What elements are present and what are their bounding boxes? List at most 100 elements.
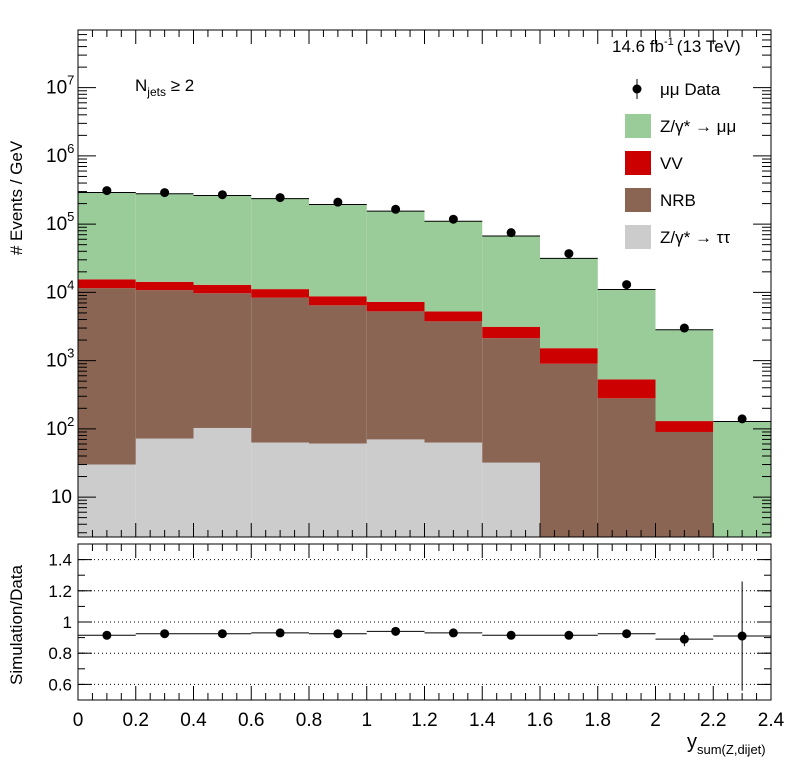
legend-label-0: Z/γ* → ττ — [660, 228, 730, 247]
bar-series1-bin6 — [424, 321, 483, 443]
bar-series2-bin2 — [193, 284, 252, 294]
y-tick-label-6: 107 — [46, 73, 74, 99]
ratio-point-8 — [564, 630, 574, 640]
x-tick-label-7: 1.4 — [469, 710, 496, 731]
y-tick-label-base: 10 — [46, 419, 67, 440]
y-tick-label-exp: 3 — [67, 346, 74, 361]
ratio-y-tick-label-1: 0.8 — [48, 644, 72, 663]
lumi-label: 14.6 fb-1 (13 TeV) — [612, 36, 741, 56]
x-tick-label-5: 1 — [361, 710, 372, 731]
bar-series0-bin3 — [251, 442, 309, 537]
x-tick-label-4: 0.8 — [296, 710, 322, 731]
legend-label-3: Z/γ* → μμ — [660, 117, 736, 136]
ratio-y-tick-label-4: 1.4 — [48, 551, 72, 570]
y-tick-label-4: 105 — [46, 209, 74, 235]
data-point-9 — [622, 280, 632, 290]
y-tick-label-base: 10 — [51, 487, 72, 508]
y-tick-label-base: 10 — [46, 282, 67, 303]
ratio-point-2 — [217, 629, 227, 639]
bar-series2-bin9 — [597, 379, 656, 399]
bar-series3-bin11 — [713, 421, 771, 537]
bar-series3-bin6 — [424, 221, 483, 312]
x-tick-label-8: 1.6 — [527, 710, 553, 731]
ratio-axes-box — [77, 543, 772, 701]
legend-label-data: μμ Data — [660, 80, 721, 99]
legend-label-2: VV — [660, 154, 683, 173]
y-tick-label-0: 10 — [51, 487, 72, 508]
bar-series3-bin0 — [78, 192, 136, 280]
ratio-point-11 — [737, 631, 747, 641]
data-point-8 — [564, 249, 574, 259]
bar-series0-bin7 — [482, 462, 540, 537]
bar-series0-bin6 — [424, 442, 483, 537]
selection-label: Njets ≥ 2 — [135, 76, 194, 99]
x-tick-label-12: 2.4 — [758, 710, 785, 731]
bar-series2-bin5 — [366, 301, 425, 312]
data-point-11 — [737, 414, 747, 424]
bar-series3-bin1 — [135, 193, 194, 282]
legend-label-1: NRB — [660, 191, 696, 210]
legend: μμ Data Z/γ* → μμ VV NRB Z/γ* → ττ — [625, 79, 736, 249]
y-tick-label-exp: 2 — [67, 414, 74, 429]
bar-series1-bin9 — [597, 398, 656, 537]
bar-series0-bin5 — [366, 439, 425, 537]
bar-series2-bin3 — [251, 289, 309, 298]
y-tick-label-exp: 5 — [67, 209, 74, 224]
y-tick-label-3: 104 — [46, 277, 74, 303]
bar-series1-bin3 — [251, 297, 309, 443]
bar-series0-bin1 — [135, 438, 194, 537]
legend-swatch-0 — [625, 225, 651, 249]
bar-series0-bin2 — [193, 427, 252, 537]
bar-series1-bin5 — [366, 311, 425, 440]
bar-series3-bin5 — [366, 211, 425, 302]
x-tick-label-3: 0.6 — [238, 710, 264, 731]
y-tick-label-base: 10 — [46, 214, 67, 235]
bar-series1-bin10 — [655, 431, 714, 537]
data-point-4 — [333, 197, 343, 207]
y-tick-label-base: 10 — [46, 78, 67, 99]
bar-series2-bin0 — [78, 279, 136, 289]
main-panel-bars — [78, 186, 771, 537]
bar-series2-bin4 — [309, 296, 367, 306]
ratio-point-0 — [102, 630, 112, 640]
bar-series3-bin2 — [193, 195, 252, 285]
bar-series0-bin4 — [309, 443, 367, 537]
ratio-point-7 — [506, 630, 516, 640]
legend-swatch-2 — [625, 151, 651, 175]
y-tick-label-1: 102 — [46, 414, 74, 440]
bar-series3-bin7 — [482, 235, 540, 327]
data-point-5 — [391, 204, 401, 214]
bar-series0-bin0 — [78, 464, 136, 537]
legend-swatch-1 — [625, 188, 651, 212]
main-y-axis-title: # Events / GeV — [7, 140, 26, 255]
x-tick-label-10: 2 — [650, 710, 661, 731]
bar-series1-bin7 — [482, 338, 540, 463]
x-tick-label-11: 2.2 — [700, 710, 726, 731]
ratio-panel-frame: 0.6 0.8 1 1.2 1.4 0 0.2 0.4 0.6 0.8 1 1.2 1.4 1.6 1.8 2… — [48, 543, 785, 731]
y-tick-label-exp: 4 — [67, 277, 74, 292]
bar-series3-bin9 — [597, 289, 656, 380]
data-point-6 — [448, 214, 458, 224]
y-tick-label-base: 10 — [46, 351, 67, 372]
bar-series3-bin3 — [251, 198, 309, 290]
y-tick-label-exp: 7 — [67, 73, 74, 88]
x-tick-label-1: 0.2 — [123, 710, 149, 731]
y-tick-label-exp: 6 — [67, 141, 74, 156]
bar-series2-bin1 — [135, 281, 194, 291]
data-point-0 — [102, 186, 112, 196]
legend-marker-data — [632, 84, 642, 94]
x-tick-label-6: 1.2 — [411, 710, 437, 731]
ratio-point-5 — [391, 626, 401, 636]
x-tick-label-2: 0.4 — [180, 710, 207, 731]
ratio-y-tick-label-0: 0.6 — [48, 675, 72, 694]
data-point-2 — [217, 190, 227, 200]
ratio-y-tick-label-3: 1.2 — [48, 582, 72, 601]
bar-series3-bin10 — [655, 329, 714, 422]
ratio-panel-marks — [78, 581, 771, 691]
bar-series2-bin10 — [655, 421, 714, 432]
ratio-point-3 — [275, 628, 285, 638]
ratio-point-9 — [622, 629, 632, 639]
y-tick-label-5: 106 — [46, 141, 74, 167]
ratio-point-1 — [160, 629, 170, 639]
ratio-point-6 — [448, 628, 458, 638]
